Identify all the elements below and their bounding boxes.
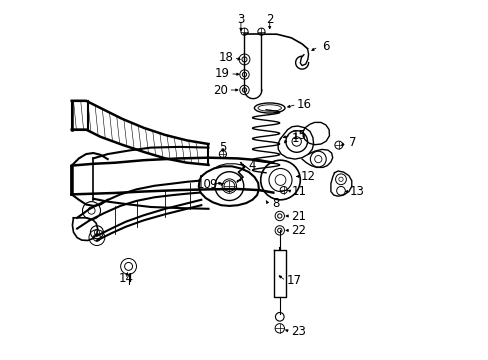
Text: 21: 21 bbox=[290, 210, 305, 222]
Text: 8: 8 bbox=[272, 197, 279, 210]
Text: 18: 18 bbox=[218, 51, 233, 64]
Text: 19: 19 bbox=[214, 67, 229, 80]
Text: 17: 17 bbox=[286, 274, 301, 287]
Text: 12: 12 bbox=[300, 170, 315, 183]
Text: 15: 15 bbox=[291, 129, 306, 141]
Text: 4: 4 bbox=[248, 159, 256, 172]
Text: 5: 5 bbox=[219, 141, 226, 154]
Text: 14: 14 bbox=[118, 273, 133, 285]
Text: 3: 3 bbox=[237, 13, 244, 26]
Text: 11: 11 bbox=[291, 185, 306, 198]
Text: 7: 7 bbox=[349, 136, 356, 149]
Text: 22: 22 bbox=[290, 224, 305, 237]
Text: 6: 6 bbox=[322, 40, 329, 53]
Text: 1: 1 bbox=[291, 132, 299, 145]
Text: 20: 20 bbox=[212, 84, 227, 96]
Text: 9: 9 bbox=[209, 178, 217, 191]
Text: 23: 23 bbox=[290, 325, 305, 338]
Text: 16: 16 bbox=[297, 98, 311, 111]
Bar bbox=[72, 101, 88, 130]
Text: 13: 13 bbox=[348, 185, 364, 198]
Text: 2: 2 bbox=[265, 13, 273, 26]
Text: 10: 10 bbox=[196, 178, 211, 191]
